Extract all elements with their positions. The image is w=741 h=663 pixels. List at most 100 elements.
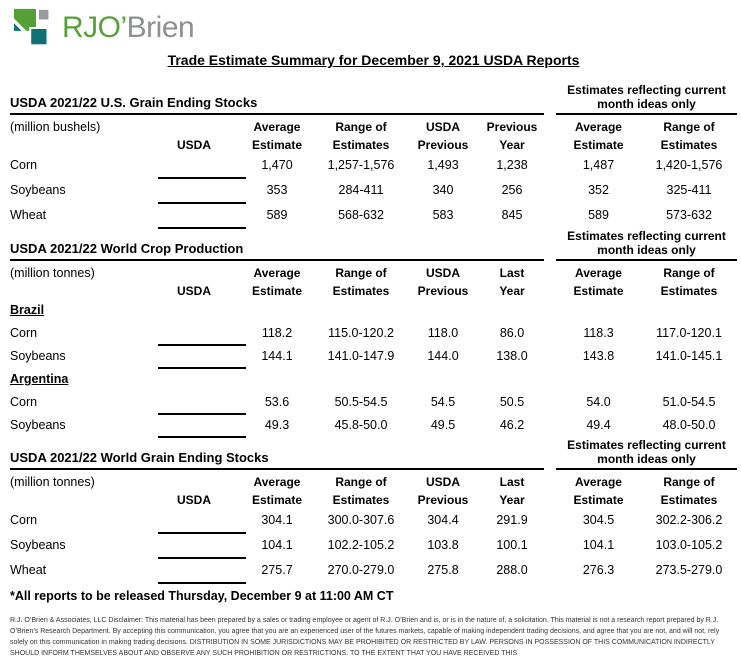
table-row: Soybeans 49.3 45.8-50.0 49.5 46.2 49.4 4…	[10, 416, 737, 439]
value-last-year: 46.2	[499, 418, 525, 432]
value-current-range: 573-632	[666, 208, 712, 222]
table-row: Corn 118.2 115.0-120.2 118.0 86.0 118.3 …	[10, 324, 737, 347]
row-label: Soybeans	[10, 418, 66, 432]
value-last-year: 86.0	[499, 326, 525, 340]
value-range-of-estimates: 1,257-1,576	[327, 158, 395, 172]
table-row: Wheat 275.7 270.0-279.0 275.8 288.0 276.…	[10, 560, 737, 585]
value-current-average: 304.5	[582, 513, 615, 527]
value-current-range: 141.0-145.1	[655, 349, 723, 363]
value-current-average: 54.0	[586, 395, 611, 409]
value-current-range: 117.0-120.1	[656, 326, 722, 340]
value-range-of-estimates: 50.5-54.5	[334, 395, 388, 409]
col-previous-year: Previous	[486, 120, 538, 134]
unit-label: (million bushels)	[10, 120, 101, 134]
value-usda-previous: 275.8	[427, 563, 459, 577]
col-current-average-estimate: Average	[575, 266, 622, 280]
value-last-year: 50.5	[499, 395, 525, 409]
current-month-note: Estimates reflecting current month ideas…	[556, 229, 737, 261]
section-world-crop-production: USDA 2021/22 World Crop Production Estim…	[10, 229, 737, 439]
value-current-range: 48.0-50.0	[662, 418, 716, 432]
value-range-of-estimates: 141.0-147.9	[327, 349, 395, 363]
value-current-average: 276.3	[582, 563, 615, 577]
usda-fill-line	[158, 344, 246, 346]
value-range-of-estimates: 270.0-279.0	[327, 563, 395, 577]
unit-label: (million tonnes)	[10, 266, 95, 280]
row-label: Corn	[10, 158, 38, 172]
table-row: Soybeans 144.1 141.0-147.9 144.0 138.0 1…	[10, 347, 737, 370]
value-average-estimate: 1,470	[261, 158, 293, 172]
section-world-grain-ending-stocks: USDA 2021/22 World Grain Ending Stocks E…	[10, 438, 737, 585]
section-header-bar: USDA 2021/22 World Crop Production Estim…	[10, 229, 737, 261]
col-last-year: Last	[499, 266, 525, 280]
rjobrien-logo: RJO’Brien	[14, 8, 737, 50]
wordmark-rjo: RJO’	[62, 11, 127, 44]
value-usda-previous: 583	[432, 208, 454, 222]
section-title: USDA 2021/22 World Crop Production	[10, 241, 544, 261]
value-current-average: 1,487	[582, 158, 615, 172]
value-current-range: 51.0-54.5	[662, 395, 716, 409]
col-average-estimate: Average	[253, 266, 301, 280]
current-month-note: Estimates reflecting current month ideas…	[556, 438, 737, 470]
usda-fill-line	[158, 582, 246, 584]
value-usda-previous: 340	[432, 183, 454, 197]
value-current-average: 49.4	[586, 418, 611, 432]
section-us-grain-ending-stocks: USDA 2021/22 U.S. Grain Ending Stocks Es…	[10, 83, 737, 230]
col-range-of-estimates: Range of	[335, 475, 387, 489]
col-usda: USDA	[176, 493, 211, 507]
group-label: Argentina	[10, 372, 69, 386]
value-average-estimate: 353	[266, 183, 288, 197]
rjobrien-wordmark: RJO’Brien	[62, 8, 195, 48]
wordmark-brien: Brien	[126, 11, 195, 44]
page-title: Trade Estimate Summary for December 9, 2…	[167, 52, 580, 68]
col-usda-previous: USDA	[425, 120, 460, 134]
value-current-range: 302.2-306.2	[655, 513, 723, 527]
unit-label: (million tonnes)	[10, 475, 95, 489]
table-row: Soybeans 353 284-411 340 256 352 325-411	[10, 180, 737, 205]
col-usda: USDA	[176, 284, 211, 298]
section-header-bar: USDA 2021/22 World Grain Ending Stocks E…	[10, 438, 737, 470]
value-average-estimate: 304.1	[261, 513, 293, 527]
value-current-range: 103.0-105.2	[655, 538, 723, 552]
value-range-of-estimates: 568-632	[338, 208, 384, 222]
col-usda-previous: USDA	[425, 266, 460, 280]
value-usda-previous: 144.0	[427, 349, 459, 363]
value-range-of-estimates: 284-411	[338, 183, 384, 197]
col-range-of-estimates: Range of	[335, 266, 387, 280]
section-header-bar: USDA 2021/22 U.S. Grain Ending Stocks Es…	[10, 83, 737, 115]
release-footnote: *All reports to be released Thursday, De…	[10, 589, 394, 603]
value-average-estimate: 104.1	[261, 538, 293, 552]
col-usda: USDA	[176, 138, 211, 152]
legal-disclaimer: R.J. O’Brien & Associates, LLC Disclaime…	[10, 617, 720, 657]
section-title: USDA 2021/22 World Grain Ending Stocks	[10, 450, 544, 470]
value-current-average: 352	[588, 183, 609, 197]
group-row-argentina: Argentina	[10, 370, 737, 393]
row-label: Corn	[10, 395, 38, 409]
col-current-range-of-estimates: Range of	[663, 120, 715, 134]
group-row-brazil: Brazil	[10, 301, 737, 324]
rjobrien-logo-icon	[14, 8, 49, 47]
value-usda-previous: 1,493	[427, 158, 459, 172]
usda-fill-line	[158, 436, 246, 438]
value-usda-previous: 49.5	[430, 418, 456, 432]
usda-fill-line	[158, 367, 246, 369]
value-average-estimate: 49.3	[264, 418, 290, 432]
value-current-average: 143.8	[582, 349, 615, 363]
usda-fill-line	[158, 177, 246, 179]
value-current-average: 118.3	[583, 326, 614, 340]
value-last-year: 291.9	[496, 513, 528, 527]
table-row: Soybeans 104.1 102.2-105.2 103.8 100.1 1…	[10, 535, 737, 560]
col-average-estimate: Average	[253, 120, 301, 134]
col-current-average-estimate: Average	[575, 120, 622, 134]
value-average-estimate: 589	[266, 208, 288, 222]
current-month-note: Estimates reflecting current month ideas…	[556, 83, 737, 115]
col-last-year: Last	[499, 475, 525, 489]
value-average-estimate: 118.2	[261, 326, 293, 340]
row-label: Soybeans	[10, 183, 66, 197]
value-range-of-estimates: 300.0-307.6	[327, 513, 395, 527]
value-usda-previous: 304.4	[427, 513, 459, 527]
value-average-estimate: 144.1	[261, 349, 293, 363]
row-label: Corn	[10, 513, 38, 527]
value-last-year: 138.0	[496, 349, 528, 363]
column-headers: (million tonnes) USDA Average Estimate Ra…	[10, 261, 737, 301]
